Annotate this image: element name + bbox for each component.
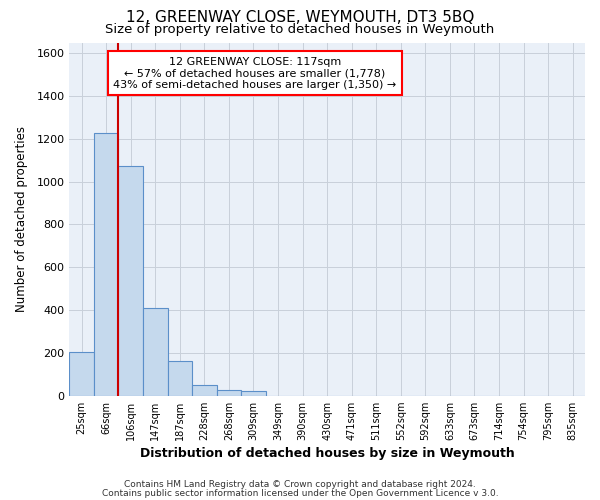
- Bar: [70, 352, 94, 396]
- Text: 12 GREENWAY CLOSE: 117sqm
← 57% of detached houses are smaller (1,778)
43% of se: 12 GREENWAY CLOSE: 117sqm ← 57% of detac…: [113, 56, 397, 90]
- Bar: [118, 166, 143, 396]
- Text: Size of property relative to detached houses in Weymouth: Size of property relative to detached ho…: [106, 22, 494, 36]
- Bar: [94, 134, 118, 396]
- Y-axis label: Number of detached properties: Number of detached properties: [15, 126, 28, 312]
- Bar: [217, 390, 241, 396]
- Text: Contains HM Land Registry data © Crown copyright and database right 2024.: Contains HM Land Registry data © Crown c…: [124, 480, 476, 489]
- Bar: [167, 362, 192, 396]
- Text: 12, GREENWAY CLOSE, WEYMOUTH, DT3 5BQ: 12, GREENWAY CLOSE, WEYMOUTH, DT3 5BQ: [126, 10, 474, 25]
- Bar: [143, 308, 167, 396]
- Bar: [241, 392, 266, 396]
- Text: Contains public sector information licensed under the Open Government Licence v : Contains public sector information licen…: [101, 488, 499, 498]
- Bar: [192, 384, 217, 396]
- X-axis label: Distribution of detached houses by size in Weymouth: Distribution of detached houses by size …: [140, 447, 515, 460]
